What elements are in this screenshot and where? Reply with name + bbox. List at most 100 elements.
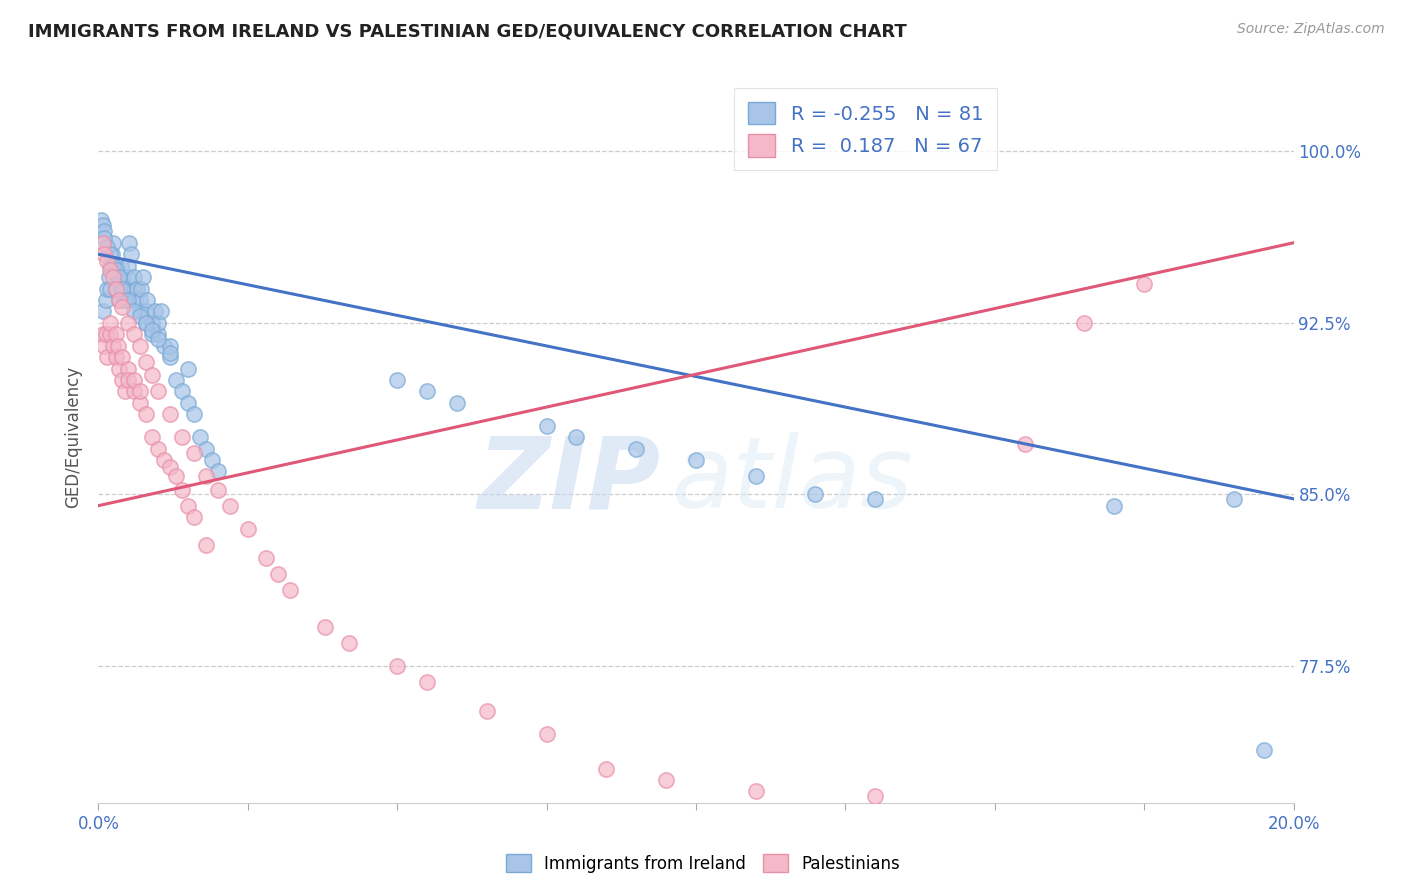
- Point: [595, 762, 617, 776]
- Point: [148, 384, 170, 399]
- Point: [416, 674, 439, 689]
- Point: [201, 453, 224, 467]
- Point: [565, 430, 588, 444]
- Point: [105, 327, 128, 342]
- Point: [536, 727, 558, 741]
- Point: [124, 270, 146, 285]
- Legend: R = -0.255   N = 81, R =  0.187   N = 67: R = -0.255 N = 81, R = 0.187 N = 67: [734, 88, 997, 170]
- Point: [254, 551, 277, 566]
- Point: [626, 442, 648, 456]
- Point: [98, 270, 121, 285]
- Point: [385, 658, 409, 673]
- Point: [96, 350, 118, 364]
- Point: [118, 235, 141, 250]
- Point: [177, 499, 200, 513]
- Point: [124, 373, 146, 387]
- Point: [98, 247, 122, 261]
- Point: [98, 263, 122, 277]
- Point: [177, 361, 200, 376]
- Point: [107, 270, 129, 285]
- Point: [108, 293, 131, 307]
- Point: [236, 521, 259, 535]
- Point: [1014, 437, 1036, 451]
- Point: [172, 384, 194, 399]
- Point: [129, 338, 152, 352]
- Point: [100, 247, 122, 261]
- Point: [804, 487, 827, 501]
- Point: [114, 281, 136, 295]
- Point: [267, 567, 290, 582]
- Point: [685, 453, 707, 467]
- Point: [153, 453, 176, 467]
- Point: [141, 327, 163, 342]
- Point: [135, 304, 157, 318]
- Point: [141, 430, 163, 444]
- Point: [117, 361, 139, 376]
- Point: [124, 384, 146, 399]
- Point: [93, 224, 115, 238]
- Point: [339, 636, 361, 650]
- Point: [117, 281, 139, 295]
- Point: [96, 254, 118, 268]
- Point: [1133, 277, 1156, 291]
- Point: [105, 259, 128, 273]
- Point: [94, 293, 117, 307]
- Point: [183, 407, 205, 421]
- Point: [148, 316, 170, 330]
- Point: [165, 469, 187, 483]
- Point: [135, 354, 157, 368]
- Point: [315, 620, 337, 634]
- Point: [114, 384, 136, 399]
- Point: [98, 281, 122, 295]
- Point: [108, 270, 131, 285]
- Point: [117, 259, 139, 273]
- Point: [127, 281, 149, 295]
- Point: [177, 396, 200, 410]
- Point: [278, 583, 301, 598]
- Point: [165, 373, 187, 387]
- Point: [159, 338, 181, 352]
- Legend: Immigrants from Ireland, Palestinians: Immigrants from Ireland, Palestinians: [499, 847, 907, 880]
- Point: [96, 281, 118, 295]
- Point: [124, 304, 146, 318]
- Point: [159, 407, 181, 421]
- Point: [183, 446, 205, 460]
- Point: [183, 510, 205, 524]
- Point: [117, 373, 139, 387]
- Point: [111, 373, 134, 387]
- Point: [446, 396, 468, 410]
- Point: [1073, 316, 1095, 330]
- Point: [141, 316, 163, 330]
- Point: [129, 384, 152, 399]
- Point: [108, 293, 131, 307]
- Point: [135, 407, 157, 421]
- Point: [124, 293, 146, 307]
- Point: [135, 316, 157, 330]
- Point: [108, 361, 131, 376]
- Point: [159, 350, 181, 364]
- Point: [103, 338, 125, 352]
- Point: [111, 281, 134, 295]
- Point: [91, 304, 114, 318]
- Point: [90, 213, 112, 227]
- Point: [159, 345, 181, 359]
- Point: [655, 772, 678, 787]
- Point: [475, 704, 498, 718]
- Point: [91, 218, 114, 232]
- Point: [94, 327, 117, 342]
- Point: [117, 316, 139, 330]
- Point: [385, 373, 409, 387]
- Point: [148, 327, 170, 342]
- Point: [131, 281, 153, 295]
- Point: [148, 332, 170, 346]
- Point: [195, 537, 218, 551]
- Point: [120, 247, 142, 261]
- Point: [107, 338, 129, 352]
- Point: [219, 499, 242, 513]
- Text: Source: ZipAtlas.com: Source: ZipAtlas.com: [1237, 22, 1385, 37]
- Point: [105, 350, 128, 364]
- Point: [98, 259, 122, 273]
- Point: [93, 247, 115, 261]
- Point: [98, 327, 122, 342]
- Point: [1104, 499, 1126, 513]
